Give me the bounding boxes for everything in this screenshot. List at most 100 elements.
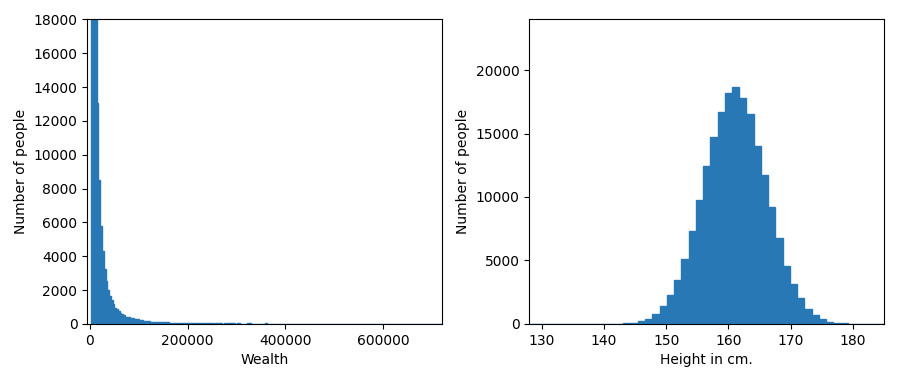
Bar (168, 322, 170, 324)
Bar (783, 266, 790, 324)
Bar (725, 93, 732, 324)
Bar (155, 322, 157, 324)
Bar (127, 317, 128, 324)
Bar (161, 322, 163, 324)
Bar (645, 319, 652, 324)
Bar (224, 323, 226, 324)
Bar (198, 323, 199, 324)
Bar (93, 0, 95, 324)
Bar (776, 238, 783, 324)
Bar (652, 314, 659, 324)
Bar (199, 323, 201, 324)
Bar (92, 0, 93, 324)
Bar (812, 315, 819, 324)
Bar (192, 323, 194, 324)
Bar (112, 304, 114, 324)
Bar (145, 320, 146, 324)
X-axis label: Height in cm.: Height in cm. (660, 353, 753, 367)
Bar (159, 322, 161, 324)
Bar (189, 323, 190, 324)
Bar (682, 259, 689, 324)
Bar (154, 322, 155, 324)
Bar (178, 323, 180, 324)
Bar (174, 323, 176, 324)
Bar (180, 323, 181, 324)
Bar (136, 319, 137, 324)
Bar (238, 323, 240, 324)
Bar (768, 207, 776, 324)
Bar (696, 200, 703, 324)
Bar (249, 323, 251, 324)
Bar (674, 280, 682, 324)
Bar (205, 323, 207, 324)
Bar (118, 311, 119, 324)
Bar (137, 319, 139, 324)
Bar (630, 323, 638, 324)
Bar (110, 300, 112, 324)
Y-axis label: Number of people: Number of people (13, 109, 28, 234)
Bar (739, 98, 746, 324)
Bar (623, 323, 630, 324)
Bar (176, 323, 178, 324)
Bar (216, 323, 217, 324)
Bar (146, 321, 148, 324)
Bar (703, 166, 710, 324)
Bar (148, 321, 150, 324)
Bar (667, 295, 674, 324)
Bar (132, 319, 134, 324)
Bar (183, 323, 185, 324)
Bar (101, 226, 102, 324)
Bar (196, 323, 198, 324)
Y-axis label: Number of people: Number of people (456, 109, 470, 234)
Bar (233, 323, 235, 324)
Bar (166, 322, 168, 324)
Bar (128, 317, 130, 324)
Bar (108, 290, 109, 324)
Bar (659, 306, 667, 324)
Bar (228, 323, 230, 324)
Bar (125, 317, 127, 324)
Bar (185, 323, 187, 324)
Bar (164, 322, 166, 324)
Bar (187, 323, 189, 324)
Bar (710, 137, 718, 324)
Bar (841, 323, 848, 324)
Bar (718, 112, 725, 324)
Bar (190, 323, 192, 324)
Bar (212, 323, 214, 324)
Bar (104, 269, 106, 324)
Bar (106, 282, 108, 324)
Bar (805, 309, 812, 324)
Bar (123, 315, 125, 324)
Bar (116, 309, 118, 324)
Bar (143, 320, 145, 324)
Bar (181, 323, 183, 324)
Bar (157, 322, 159, 324)
Bar (201, 323, 203, 324)
Bar (226, 323, 228, 324)
Bar (119, 313, 121, 324)
Bar (210, 323, 212, 324)
X-axis label: Wealth: Wealth (241, 353, 289, 367)
Bar (217, 323, 219, 324)
Bar (208, 323, 210, 324)
Bar (638, 321, 645, 324)
Bar (819, 319, 826, 324)
Bar (790, 283, 797, 324)
Bar (194, 323, 196, 324)
Bar (150, 322, 152, 324)
Bar (139, 320, 141, 324)
Bar (114, 308, 116, 324)
Bar (130, 318, 132, 324)
Bar (797, 298, 805, 324)
Bar (99, 181, 101, 324)
Bar (134, 319, 136, 324)
Bar (746, 114, 753, 324)
Bar (121, 314, 123, 324)
Bar (170, 323, 172, 324)
Bar (97, 103, 99, 324)
Bar (732, 87, 739, 324)
Bar (109, 296, 110, 324)
Bar (761, 174, 768, 324)
Bar (102, 251, 104, 324)
